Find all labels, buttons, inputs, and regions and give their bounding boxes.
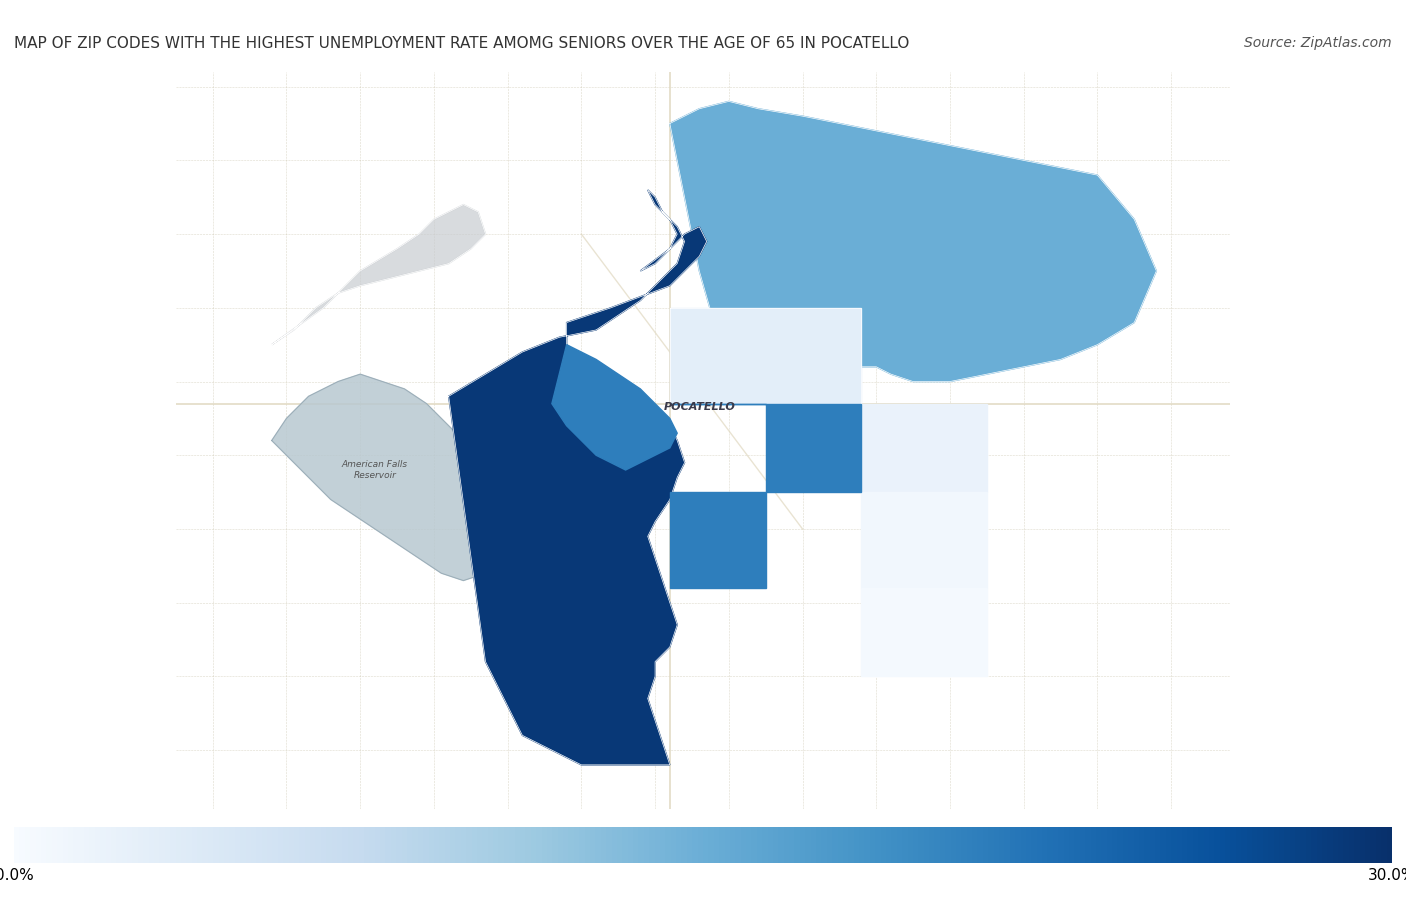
Polygon shape xyxy=(669,404,862,588)
Polygon shape xyxy=(271,374,530,581)
Polygon shape xyxy=(669,307,862,404)
Text: POCATELLO: POCATELLO xyxy=(664,403,735,413)
Polygon shape xyxy=(271,205,485,344)
Polygon shape xyxy=(862,588,987,676)
Polygon shape xyxy=(862,404,987,492)
Text: MAP OF ZIP CODES WITH THE HIGHEST UNEMPLOYMENT RATE AMOMG SENIORS OVER THE AGE O: MAP OF ZIP CODES WITH THE HIGHEST UNEMPL… xyxy=(14,36,910,51)
Polygon shape xyxy=(553,344,678,470)
Polygon shape xyxy=(862,492,987,588)
Text: American Falls
Reservoir: American Falls Reservoir xyxy=(342,460,408,480)
Text: Source: ZipAtlas.com: Source: ZipAtlas.com xyxy=(1244,36,1392,50)
Polygon shape xyxy=(449,190,707,765)
Polygon shape xyxy=(669,102,1156,381)
